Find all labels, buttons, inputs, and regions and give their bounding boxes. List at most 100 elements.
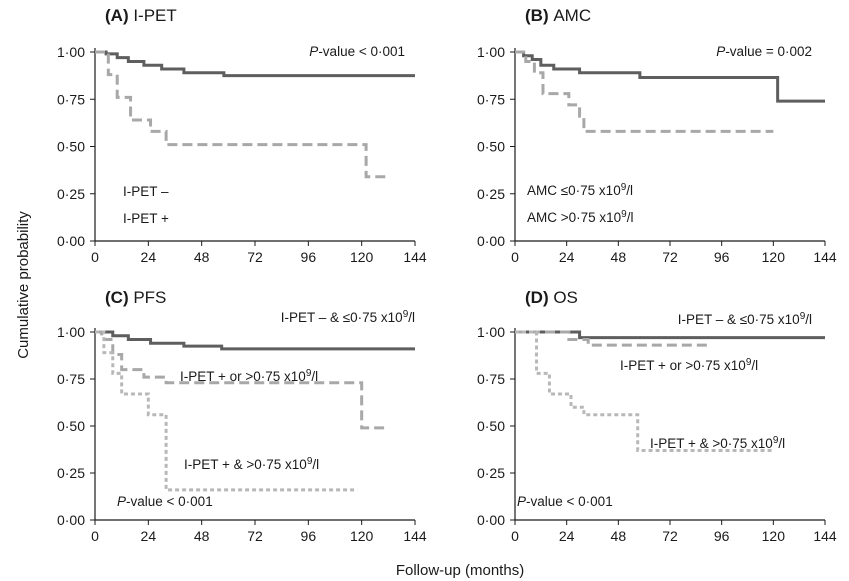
p-value-b: P-value = 0·002 bbox=[716, 44, 812, 59]
p-value-text-d: -value < 0·001 bbox=[526, 494, 613, 509]
y-tick-label-b: 0·00 bbox=[477, 233, 505, 249]
series-dotted-c bbox=[95, 330, 358, 492]
x-tick-label-a: 48 bbox=[194, 249, 210, 265]
legend-entry-b-unit: /l bbox=[627, 210, 634, 225]
series-annotation-d-unit: /l bbox=[751, 358, 758, 373]
series-dotted-d bbox=[515, 330, 774, 452]
y-tick-label-b: 0·25 bbox=[477, 186, 505, 202]
y-tick-label-c: 0·25 bbox=[57, 465, 85, 481]
x-tick-label-d: 0 bbox=[511, 528, 519, 544]
series-annotation-c-text: I-PET + & >0·75 x10 bbox=[184, 457, 307, 472]
x-tick-label-d: 24 bbox=[559, 528, 575, 544]
x-tick-label-d: 72 bbox=[662, 528, 678, 544]
y-tick-label-c: 1·00 bbox=[57, 324, 85, 340]
panel-title-b: (B) AMC bbox=[525, 6, 591, 25]
legend-entry-b-unit: /l bbox=[626, 183, 633, 198]
p-value-italic-c: P bbox=[117, 494, 126, 509]
x-tick-label-d: 48 bbox=[611, 528, 627, 544]
x-tick-label-b: 144 bbox=[813, 249, 837, 265]
series-solid-b bbox=[515, 50, 825, 103]
legend-entry-b-superscript: 9 bbox=[621, 209, 627, 220]
series-annotation-c-superscript: 9 bbox=[307, 456, 313, 467]
panel-title-a: (A) I-PET bbox=[105, 6, 177, 25]
p-value-italic-d: P bbox=[517, 494, 526, 509]
series-annotation-d-superscript: 9 bbox=[773, 435, 779, 446]
p-value-d: P-value < 0·001 bbox=[517, 494, 613, 509]
series-annotation-c-unit: /l bbox=[408, 310, 415, 325]
series-annotation-c-superscript: 9 bbox=[403, 309, 409, 320]
series-annotation-c-text: I-PET + or >0·75 x10 bbox=[180, 369, 306, 384]
series-annotation-c-unit: /l bbox=[312, 457, 319, 472]
panel-c: 0 24 48 72 96 120 144 0·00 0·25 0·50 0·75 1·00 (C) P… bbox=[57, 288, 427, 544]
x-tick-label-a: 120 bbox=[350, 249, 374, 265]
y-tick-label-c: 0·50 bbox=[57, 418, 85, 434]
x-tick-label-d: 96 bbox=[714, 528, 730, 544]
y-tick-label-c: 0·00 bbox=[57, 512, 85, 528]
x-tick-label-c: 48 bbox=[194, 528, 210, 544]
series-annotation-d-text: I-PET + or >0·75 x10 bbox=[620, 358, 746, 373]
x-tick-label-a: 0 bbox=[91, 249, 99, 265]
series-annotation-c: I-PET + or >0·75 x109/l bbox=[180, 368, 318, 384]
x-tick-label-a: 144 bbox=[403, 249, 427, 265]
series-annotation-d-text: I-PET + & >0·75 x10 bbox=[650, 436, 773, 451]
panel-letter-a: (A) bbox=[105, 6, 133, 25]
y-tick-label-b: 1·00 bbox=[477, 44, 505, 60]
y-tick-label-a: 0·00 bbox=[57, 233, 85, 249]
y-tick-label-d: 1·00 bbox=[477, 324, 505, 340]
x-tick-label-b: 96 bbox=[714, 249, 730, 265]
series-solid-c bbox=[95, 330, 415, 351]
panel-name-d: OS bbox=[553, 288, 578, 307]
x-tick-label-b: 120 bbox=[762, 249, 786, 265]
panel-title-d: (D) OS bbox=[525, 288, 578, 307]
x-tick-label-c: 144 bbox=[403, 528, 427, 544]
x-tick-label-a: 24 bbox=[141, 249, 157, 265]
legend-entry-a-text: I-PET – bbox=[123, 184, 169, 199]
p-value-c: P-value < 0·001 bbox=[117, 494, 213, 509]
panel-b: 0 24 48 72 96 120 144 0·00 0·25 0·50 0·75 1·00 (B) A… bbox=[477, 6, 837, 265]
series-dashed-a bbox=[95, 50, 389, 179]
x-tick-label-c: 96 bbox=[301, 528, 317, 544]
p-value-italic-a: P bbox=[309, 44, 318, 59]
legend-entry-b-superscript: 9 bbox=[621, 182, 627, 193]
y-tick-label-d: 0·75 bbox=[477, 371, 505, 387]
y-tick-label-a: 0·25 bbox=[57, 186, 85, 202]
p-value-a: P-value < 0·001 bbox=[309, 44, 405, 59]
panel-name-b: AMC bbox=[553, 6, 591, 25]
series-dashed-b bbox=[515, 50, 774, 133]
legend-entry-b: AMC >0·75 x109/l bbox=[527, 209, 633, 225]
y-tick-label-a: 0·75 bbox=[57, 91, 85, 107]
p-value-text-a: -value < 0·001 bbox=[318, 44, 405, 59]
p-value-text-c: -value < 0·001 bbox=[126, 494, 213, 509]
x-tick-label-c: 0 bbox=[91, 528, 99, 544]
panel-d: 0 24 48 72 96 120 144 0·00 0·25 0·50 0·75 1·00 (D) O… bbox=[477, 288, 837, 544]
panel-letter-c: (C) bbox=[105, 288, 133, 307]
y-tick-label-a: 0·50 bbox=[57, 139, 85, 155]
panel-letter-d: (D) bbox=[525, 288, 553, 307]
x-tick-label-a: 96 bbox=[301, 249, 317, 265]
x-axis-label: Follow-up (months) bbox=[396, 562, 524, 579]
x-tick-label-d: 120 bbox=[762, 528, 786, 544]
x-tick-label-b: 0 bbox=[511, 249, 519, 265]
x-tick-label-d: 144 bbox=[813, 528, 837, 544]
series-annotation-c: I-PET – & ≤0·75 x109/l bbox=[281, 309, 415, 325]
y-tick-label-a: 1·00 bbox=[57, 44, 85, 60]
legend-entry-a-text: I-PET + bbox=[123, 211, 169, 226]
series-annotation-d-text: I-PET – & ≤0·75 x10 bbox=[678, 312, 800, 327]
series-annotation-c: I-PET + & >0·75 x109/l bbox=[184, 456, 319, 472]
series-annotation-c-unit: /l bbox=[311, 369, 318, 384]
y-tick-label-d: 0·00 bbox=[477, 512, 505, 528]
x-tick-label-b: 24 bbox=[559, 249, 575, 265]
y-tick-label-d: 0·50 bbox=[477, 418, 505, 434]
x-tick-label-a: 72 bbox=[247, 249, 263, 265]
panel-name-c: PFS bbox=[133, 288, 166, 307]
series-annotation-c-superscript: 9 bbox=[306, 368, 312, 379]
series-annotation-d: I-PET + or >0·75 x109/l bbox=[620, 357, 758, 373]
series-dashed-d bbox=[515, 330, 709, 347]
y-tick-label-c: 0·75 bbox=[57, 371, 85, 387]
series-annotation-d: I-PET + & >0·75 x109/l bbox=[650, 435, 785, 451]
legend-entry-a: I-PET – bbox=[123, 184, 169, 199]
series-annotation-d-unit: /l bbox=[805, 312, 812, 327]
x-tick-label-c: 24 bbox=[141, 528, 157, 544]
x-tick-label-b: 48 bbox=[611, 249, 627, 265]
legend-entry-a: I-PET + bbox=[123, 211, 169, 226]
